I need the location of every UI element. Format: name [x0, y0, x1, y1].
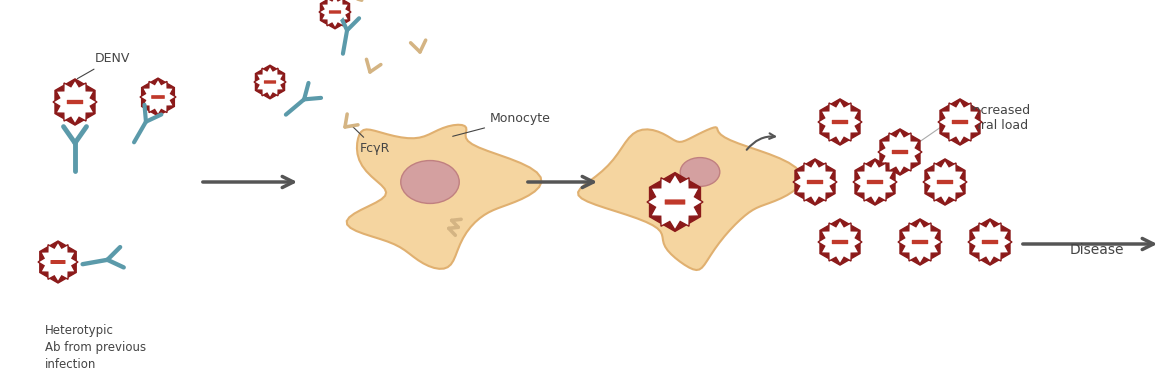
Polygon shape [55, 79, 95, 125]
Polygon shape [647, 174, 703, 230]
Polygon shape [983, 240, 998, 244]
FancyBboxPatch shape [832, 120, 848, 124]
Polygon shape [892, 151, 908, 154]
Circle shape [147, 86, 169, 108]
Polygon shape [142, 78, 175, 116]
Circle shape [886, 139, 913, 165]
Circle shape [826, 109, 853, 135]
Polygon shape [937, 180, 952, 183]
FancyBboxPatch shape [912, 240, 929, 244]
Polygon shape [925, 159, 965, 205]
Circle shape [906, 229, 933, 255]
Text: Heterotypic
Ab from previous
infection: Heterotypic Ab from previous infection [45, 324, 146, 371]
Polygon shape [53, 80, 97, 124]
Polygon shape [970, 219, 1010, 265]
Polygon shape [264, 81, 276, 83]
Text: DENV: DENV [77, 52, 130, 79]
Circle shape [862, 169, 889, 195]
Polygon shape [330, 11, 340, 13]
Polygon shape [254, 66, 286, 98]
Polygon shape [795, 159, 835, 205]
Polygon shape [649, 172, 701, 231]
Circle shape [932, 169, 958, 195]
Polygon shape [792, 160, 837, 204]
Polygon shape [898, 220, 942, 264]
Polygon shape [321, 0, 350, 29]
Polygon shape [938, 100, 981, 144]
FancyBboxPatch shape [151, 95, 164, 99]
Circle shape [46, 250, 70, 274]
Circle shape [325, 2, 345, 22]
FancyBboxPatch shape [937, 180, 953, 184]
Polygon shape [578, 127, 802, 270]
Circle shape [977, 229, 1004, 255]
Polygon shape [818, 100, 862, 144]
Polygon shape [819, 99, 861, 145]
Polygon shape [912, 240, 927, 244]
Ellipse shape [400, 161, 459, 203]
Circle shape [946, 109, 973, 135]
Polygon shape [819, 219, 861, 265]
Polygon shape [923, 160, 967, 204]
Polygon shape [853, 160, 897, 204]
FancyBboxPatch shape [892, 150, 909, 154]
Polygon shape [256, 65, 284, 99]
Circle shape [659, 185, 691, 219]
Polygon shape [832, 120, 848, 123]
Circle shape [62, 89, 88, 115]
FancyBboxPatch shape [329, 10, 342, 14]
FancyBboxPatch shape [664, 200, 686, 205]
Polygon shape [346, 125, 541, 269]
Polygon shape [818, 220, 862, 264]
FancyBboxPatch shape [952, 120, 969, 124]
Polygon shape [808, 180, 823, 183]
Polygon shape [868, 180, 883, 183]
Text: Monocyte: Monocyte [453, 112, 551, 136]
Text: Increased
viral load: Increased viral load [970, 104, 1031, 132]
Polygon shape [880, 129, 920, 175]
FancyBboxPatch shape [50, 260, 66, 264]
Polygon shape [832, 240, 848, 244]
Polygon shape [969, 220, 1012, 264]
Ellipse shape [680, 158, 720, 187]
Circle shape [826, 229, 853, 255]
Polygon shape [952, 120, 967, 123]
Polygon shape [38, 242, 77, 282]
FancyBboxPatch shape [832, 240, 848, 244]
Text: Disease: Disease [1070, 243, 1125, 257]
FancyBboxPatch shape [981, 240, 998, 244]
Polygon shape [67, 100, 82, 103]
Polygon shape [40, 241, 76, 283]
Polygon shape [900, 219, 940, 265]
Polygon shape [151, 96, 164, 98]
Polygon shape [940, 99, 980, 145]
Text: FcγR: FcγR [352, 126, 391, 155]
Circle shape [261, 73, 279, 92]
FancyBboxPatch shape [67, 100, 83, 104]
FancyBboxPatch shape [807, 180, 823, 184]
FancyBboxPatch shape [866, 180, 883, 184]
Polygon shape [666, 200, 684, 204]
Polygon shape [855, 159, 895, 205]
Polygon shape [140, 79, 176, 115]
Polygon shape [319, 0, 351, 28]
Polygon shape [878, 130, 922, 174]
FancyBboxPatch shape [264, 80, 276, 84]
Polygon shape [50, 261, 65, 263]
Circle shape [802, 169, 828, 195]
